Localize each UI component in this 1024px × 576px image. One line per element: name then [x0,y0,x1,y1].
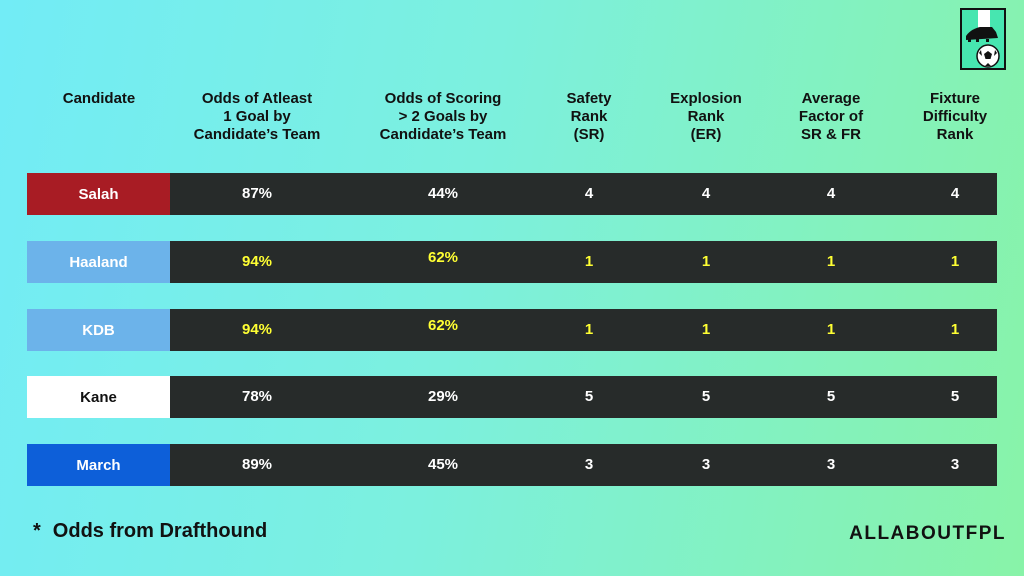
table-cell: 1 [584,253,594,270]
table-cell: 94% [241,321,273,338]
column-header-3: Safety Rank (SR) [566,90,612,143]
table-cell: 3 [584,456,594,473]
table-row: KDB 94% 62% 1 1 1 1 [27,309,997,351]
table-row: Haaland 94% 62% 1 1 1 1 [27,241,997,283]
column-header-2: Odds of Scoring > 2 Goals by Candidate’s… [379,90,507,143]
candidate-name: Haaland [27,241,170,283]
table-cell: 5 [950,388,960,405]
table-cell: 87% [241,185,273,202]
table-cell: 45% [427,456,459,473]
table-cell: 4 [826,185,836,202]
table-cell: 3 [826,456,836,473]
footnote-text: Odds from Drafthound [52,520,268,542]
table-cell: 78% [241,388,273,405]
table-cell: 1 [950,321,960,338]
table-cell: 29% [427,388,459,405]
table-cell: 3 [950,456,960,473]
table-cell: 44% [427,185,459,202]
logo-football-icon [960,8,1006,70]
footnote-star: * [33,520,41,542]
table-row: Salah 87% 44% 4 4 4 4 [27,173,997,215]
candidate-name: Salah [27,173,170,215]
table-cell: 1 [701,253,711,270]
table-cell: 94% [241,253,273,270]
table-cell: 62% [427,317,459,334]
table-cell: 5 [701,388,711,405]
table-cell: 1 [950,253,960,270]
table-cell: 4 [950,185,960,202]
table-header: Candidate Odds of Atleast 1 Goal by Candi… [0,90,1024,160]
table-cell: 89% [241,456,273,473]
column-header-1: Odds of Atleast 1 Goal by Candidate’s Te… [193,90,321,143]
column-header-6: Fixture Difficulty Rank [922,90,988,143]
table-cell: 1 [584,321,594,338]
table-cell: 3 [701,456,711,473]
table-cell: 62% [427,249,459,266]
candidate-name: KDB [27,309,170,351]
footnote: * Odds from Drafthound [33,520,267,543]
brand-logo-text: ALLABOUTFPL [849,523,1006,544]
table-cell: 1 [826,253,836,270]
table-row: Kane 78% 29% 5 5 5 5 [27,376,997,418]
candidate-name: Kane [27,376,170,418]
column-header-4: Explosion Rank (ER) [670,90,742,143]
table-cell: 5 [584,388,594,405]
column-header-5: Average Factor of SR & FR [798,90,864,143]
candidate-name: March [27,444,170,486]
table-row: March 89% 45% 3 3 3 3 [27,444,997,486]
table-cell: 1 [701,321,711,338]
table-cell: 5 [826,388,836,405]
table-cell: 4 [701,185,711,202]
column-header-0: Candidate [62,90,136,107]
table-cell: 4 [584,185,594,202]
table-cell: 1 [826,321,836,338]
